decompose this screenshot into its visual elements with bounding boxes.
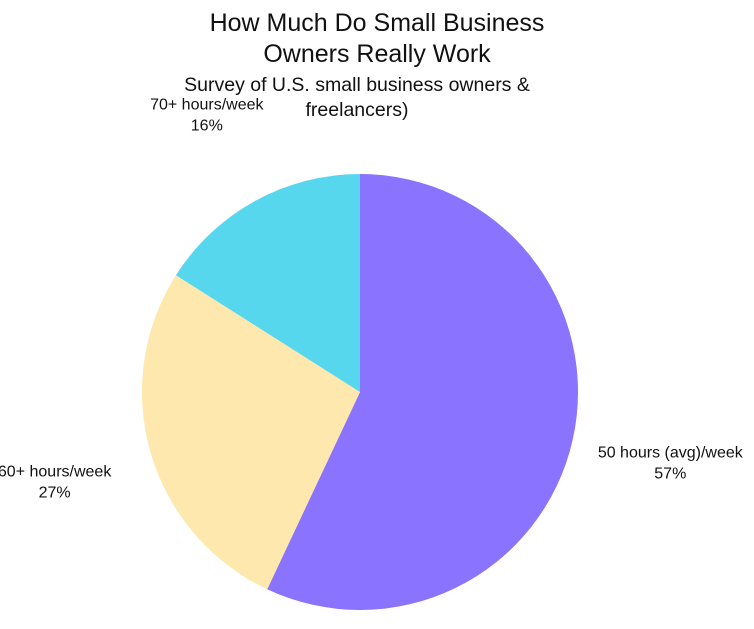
slice-name-70-plus-hours: 70+ hours/week bbox=[150, 96, 264, 113]
slice-name-60-plus-hours: 60+ hours/week bbox=[0, 464, 112, 481]
slice-value-70-plus-hours: 16% bbox=[191, 117, 223, 134]
chart-title-line-2: Owners Really Work bbox=[263, 40, 491, 68]
slice-value-60-plus-hours: 27% bbox=[39, 485, 71, 502]
pie-slice-60-plus-hours bbox=[142, 275, 360, 590]
chart-subtitle-line-1: Survey of U.S. small business owners & bbox=[184, 74, 530, 96]
chart-subtitle: Survey of U.S. small business owners & f… bbox=[0, 73, 714, 123]
slice-label-60-plus-hours: 60+ hours/week 27% bbox=[0, 464, 112, 502]
pie-slice-70-plus-hours bbox=[175, 174, 360, 392]
slice-label-70-plus-hours: 70+ hours/week 16% bbox=[150, 96, 264, 134]
chart-title-line-1: How Much Do Small Business bbox=[209, 9, 545, 37]
slice-value-50-hours: 57% bbox=[654, 465, 686, 482]
chart-subtitle-line-2: freelancers) bbox=[305, 99, 409, 121]
chart-title: How Much Do Small Business Owners Really… bbox=[0, 8, 754, 70]
pie-slice-50-hours bbox=[267, 174, 579, 610]
slice-name-50-hours: 50 hours (avg)/week bbox=[598, 444, 744, 461]
slice-label-50-hours: 50 hours (avg)/week 57% bbox=[598, 444, 744, 482]
